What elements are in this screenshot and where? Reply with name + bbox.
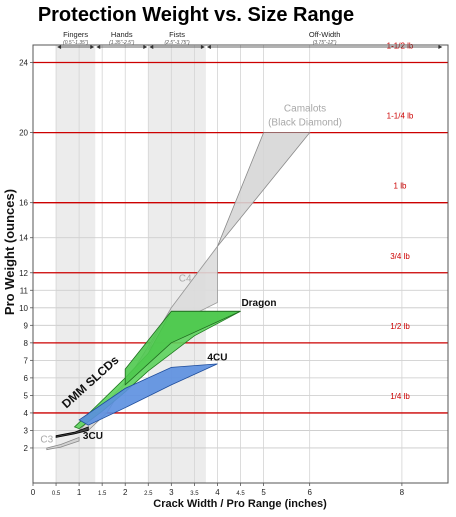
series-area-2 xyxy=(46,436,80,451)
x-tick-label: 3 xyxy=(169,488,174,497)
size-band-arrowhead xyxy=(438,45,443,49)
x-tick-label: 0 xyxy=(31,488,36,497)
x-tick-label: 5 xyxy=(261,488,266,497)
y-tick-label: 16 xyxy=(19,199,28,208)
size-band-arrowhead xyxy=(143,45,148,49)
series-label: 3CU xyxy=(83,431,103,442)
size-band-arrowhead xyxy=(90,45,95,49)
x-tick-label: 0.5 xyxy=(52,491,61,497)
size-band-arrowhead xyxy=(96,45,101,49)
y-tick-label: 6 xyxy=(24,374,29,383)
series-label: C3 xyxy=(40,435,53,446)
y-axis-label: Pro Weight (ounces) xyxy=(2,189,17,315)
size-band-name: Off-Width xyxy=(309,30,341,39)
size-band-range: (1.35"-2.5") xyxy=(109,40,135,46)
axis-layer: 2 3 4 5 6 7 8 9 10 11 12 14 16 20 24 0 0.5 1 1.5 2 2.5 3 3.5 4 4… xyxy=(19,44,449,497)
size-band-name: Hands xyxy=(111,30,133,39)
y-tick-label: 10 xyxy=(19,304,28,313)
reference-line-label: 1 lb xyxy=(394,182,407,191)
size-band-arrowhead xyxy=(206,45,211,49)
band-bg-layer xyxy=(56,45,206,483)
x-tick-label: 4.5 xyxy=(236,491,245,497)
size-band-name: Fingers xyxy=(63,30,88,39)
series-area-4 xyxy=(124,310,241,386)
y-tick-label: 5 xyxy=(24,391,29,400)
y-tick-label: 2 xyxy=(24,444,29,453)
reference-line-label: 1-1/4 lb xyxy=(387,112,414,121)
y-tick-label: 14 xyxy=(19,234,28,243)
series-label: Dragon xyxy=(241,298,276,309)
series-label: (Black Diamond) xyxy=(268,118,342,129)
series-label: Camalots xyxy=(284,104,326,115)
size-band-name: Fists xyxy=(169,30,185,39)
y-tick-label: 20 xyxy=(19,129,28,138)
y-tick-label: 3 xyxy=(24,426,29,435)
chart-title: Protection Weight vs. Size Range xyxy=(38,4,354,26)
x-tick-label: 4 xyxy=(215,488,220,497)
x-tick-label: 6 xyxy=(307,488,312,497)
size-band-range: (0.5"-1.35") xyxy=(63,40,89,46)
size-band-arrowhead xyxy=(200,45,205,49)
size-band-arrowhead xyxy=(57,45,62,49)
series-area-6 xyxy=(55,426,89,438)
y-tick-label: 9 xyxy=(24,321,29,330)
x-axis-label: Crack Width / Pro Range (inches) xyxy=(153,498,327,510)
x-tick-label: 2 xyxy=(123,488,128,497)
size-band-range: (2.5"-3.75") xyxy=(164,40,190,46)
series-layer xyxy=(46,132,311,451)
y-tick-label: 8 xyxy=(24,339,29,348)
size-band-shade-0 xyxy=(56,45,96,483)
series-label: C4 xyxy=(179,274,192,285)
size-band-arrowhead xyxy=(149,45,154,49)
series-area-5 xyxy=(78,363,218,426)
x-tick-label: 3.5 xyxy=(190,491,199,497)
size-band-range: (3.75"-12") xyxy=(313,40,337,46)
y-tick-label: 24 xyxy=(19,59,28,68)
y-tick-label: 7 xyxy=(24,356,29,365)
x-tick-label: 1 xyxy=(77,488,82,497)
size-band-header: Fingers(0.5"-1.35") Hands(1.35"-2.5") Fist… xyxy=(57,30,443,49)
size-band-shade-2 xyxy=(148,45,206,483)
reference-line-label: 1/4 lb xyxy=(390,392,410,401)
series-label: 4CU xyxy=(207,352,227,363)
x-tick-label: 2.5 xyxy=(144,491,153,497)
reference-line-label: 3/4 lb xyxy=(390,252,410,261)
y-tick-label: 4 xyxy=(24,409,29,418)
reference-line-label: 1-1/2 lb xyxy=(387,42,414,51)
y-tick-label: 11 xyxy=(20,286,29,295)
y-tick-label: 12 xyxy=(19,269,28,278)
x-tick-label: 8 xyxy=(400,488,405,497)
x-tick-label: 1.5 xyxy=(98,491,107,497)
reference-line-label: 1/2 lb xyxy=(390,322,410,331)
